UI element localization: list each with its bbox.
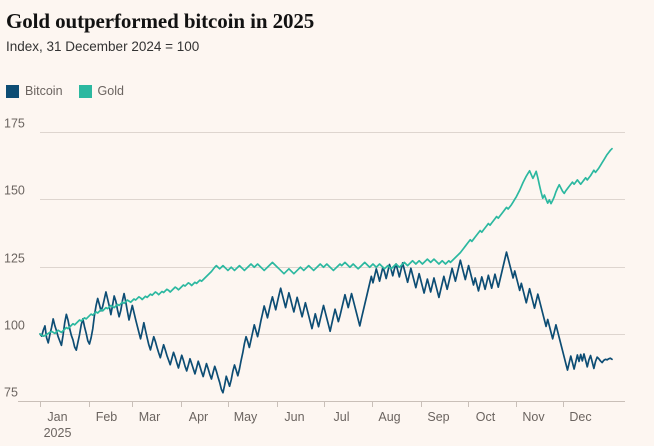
x-axis-tick-label: Jun <box>284 410 304 424</box>
x-axis <box>18 401 625 407</box>
series-line-bitcoin <box>39 251 613 394</box>
x-axis-year-label: 2025 <box>44 426 72 440</box>
y-axis-tick-label: 125 <box>4 252 25 266</box>
y-axis-tick-label: 75 <box>4 386 18 400</box>
series-line-gold <box>39 147 613 337</box>
page-title: Gold outperformed bitcoin in 2025 <box>6 9 315 33</box>
x-axis-tick-label: Sep <box>427 410 449 424</box>
y-axis-labels: 175 150 125 100 75 <box>4 117 25 400</box>
chart-legend: Bitcoin Gold <box>6 85 124 98</box>
legend-swatch-bitcoin <box>6 85 19 98</box>
x-axis-tick-label: Nov <box>522 410 545 424</box>
legend-item-gold[interactable]: Gold <box>78 84 124 99</box>
y-axis-tick-label: 175 <box>4 117 25 131</box>
x-axis-labels: Jan Feb Mar Apr May Jun Jul Aug Sep Oct Nov Dec 2025 <box>44 410 592 440</box>
x-axis-tick-label: Jan <box>47 410 67 424</box>
chart-plot-area: 175 150 125 100 75 Jan Feb Mar Apr May Jun Jul Aug S… <box>0 110 654 446</box>
legend-label-gold: Gold <box>97 84 124 99</box>
x-axis-tick-label: May <box>234 410 258 424</box>
x-axis-tick-label: Jul <box>334 410 350 424</box>
legend-swatch-gold <box>78 85 92 98</box>
x-axis-tick-label: Oct <box>476 410 496 424</box>
x-axis-tick-label: Mar <box>139 410 161 424</box>
x-axis-tick-label: Apr <box>189 410 208 424</box>
gridlines <box>40 132 625 335</box>
y-axis-tick-label: 100 <box>4 319 25 333</box>
x-axis-tick-label: Dec <box>569 410 591 424</box>
series-lines <box>39 147 613 394</box>
legend-item-bitcoin[interactable]: Bitcoin <box>6 85 63 98</box>
line-chart: 175 150 125 100 75 Jan Feb Mar Apr May Jun Jul Aug S… <box>4 117 625 440</box>
x-axis-tick-label: Aug <box>378 410 400 424</box>
x-axis-tick-label: Feb <box>96 410 118 424</box>
chart-subtitle: Index, 31 December 2024 = 100 <box>6 39 200 54</box>
legend-label-bitcoin: Bitcoin <box>25 84 63 99</box>
y-axis-tick-label: 150 <box>4 184 25 198</box>
